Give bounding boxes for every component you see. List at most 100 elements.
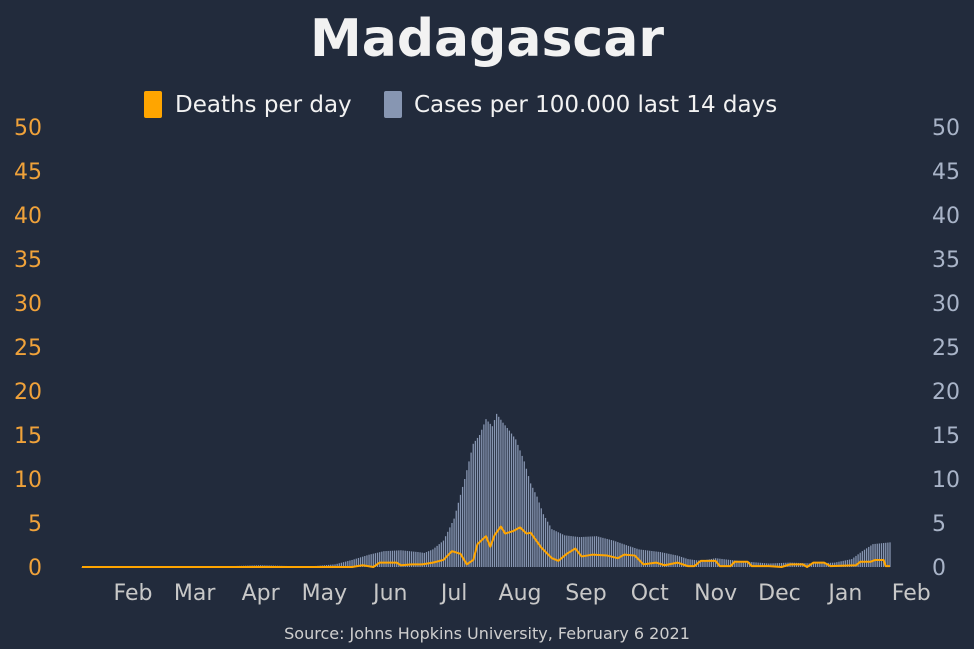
cases-bar: [417, 552, 419, 567]
cases-bar: [657, 551, 659, 567]
cases-bar: [887, 542, 889, 567]
cases-bar: [432, 549, 434, 567]
cases-bar: [559, 533, 562, 567]
cases-bar: [589, 536, 591, 567]
left-y-tick-label: 50: [14, 116, 42, 141]
x-tick-label: Feb: [114, 581, 153, 606]
left-y-tick-label: 20: [14, 380, 42, 405]
cases-bar: [478, 435, 481, 567]
cases-bar: [676, 555, 678, 567]
cases-bar: [666, 553, 668, 567]
cases-bar: [402, 550, 404, 567]
left-y-tick-label: 45: [14, 160, 42, 185]
cases-bar: [870, 545, 872, 567]
cases-bar: [351, 559, 353, 567]
cases-bar: [440, 542, 442, 567]
cases-bar: [542, 514, 545, 567]
x-tick-label: Dec: [758, 581, 801, 606]
cases-bar: [447, 531, 449, 567]
cases-bar: [651, 550, 653, 567]
cases-bar: [353, 559, 355, 567]
cases-bar: [851, 559, 853, 567]
cases-bar: [334, 564, 336, 567]
cases-bar: [406, 550, 408, 567]
cases-bar: [882, 543, 885, 567]
cases-bar: [425, 552, 428, 567]
cases-bar: [493, 420, 496, 567]
left-y-tick-label: 25: [14, 336, 42, 361]
cases-bar: [612, 540, 615, 567]
left-y-tick-label: 30: [14, 292, 42, 317]
cases-bar: [814, 563, 817, 567]
cases-bar: [874, 543, 876, 567]
cases-bar: [829, 562, 832, 567]
cases-bars: [81, 413, 891, 568]
cases-bar: [668, 553, 670, 567]
cases-bar: [680, 556, 683, 567]
cases-bar: [640, 549, 642, 567]
cases-bar: [370, 554, 372, 567]
cases-bar: [438, 544, 440, 567]
cases-bar: [578, 537, 581, 567]
cases-bar: [836, 562, 838, 567]
cases-bar: [846, 559, 849, 567]
cases-bar: [778, 563, 781, 567]
cases-bar: [865, 548, 868, 567]
x-tick-label: Feb: [892, 581, 931, 606]
cases-bar: [485, 419, 487, 567]
cases-bar: [740, 561, 742, 567]
cases-bar: [838, 561, 840, 567]
cases-bar: [459, 494, 462, 567]
cases-bar: [525, 468, 528, 567]
cases-bar: [368, 554, 370, 567]
cases-bar: [551, 529, 553, 567]
legend-deaths-swatch: [144, 91, 162, 118]
cases-bar: [691, 559, 693, 567]
cases-bar: [812, 563, 815, 567]
cases-bar: [632, 547, 634, 567]
cases-bar: [604, 538, 606, 567]
right-y-tick-label: 20: [932, 380, 960, 405]
cases-bar: [466, 470, 468, 567]
cases-bar: [527, 476, 530, 567]
cases-bar: [723, 559, 725, 567]
cases-bar: [646, 550, 649, 567]
cases-bar: [783, 562, 785, 567]
left-y-tick-label: 0: [28, 556, 42, 581]
cases-bar: [702, 560, 704, 567]
cases-bar: [398, 550, 400, 567]
cases-bar: [853, 557, 855, 567]
right-y-tick-label: 45: [932, 160, 960, 185]
cases-bar: [349, 560, 351, 567]
cases-bar: [453, 518, 455, 567]
cases-bar: [355, 558, 357, 567]
cases-bar: [721, 558, 723, 567]
cases-bar: [759, 562, 761, 567]
cases-bar: [821, 563, 823, 567]
cases-bar: [404, 550, 406, 567]
cases-bar: [659, 552, 661, 567]
cases-bar: [868, 546, 870, 567]
cases-bar: [376, 552, 379, 567]
cases-bar: [410, 551, 413, 567]
cases-bar: [470, 452, 472, 567]
cases-bar: [449, 527, 451, 567]
x-tick-label: Sep: [565, 581, 606, 606]
right-y-tick-label: 35: [932, 248, 960, 273]
cases-bar: [757, 562, 759, 567]
cases-bar: [738, 560, 740, 567]
cases-bar: [742, 561, 744, 567]
cases-bar: [710, 558, 713, 567]
cases-bar: [338, 563, 340, 567]
cases-bar: [534, 492, 536, 567]
cases-bar: [555, 531, 557, 567]
legend-deaths-label: Deaths per day: [175, 92, 352, 118]
cases-bar: [515, 439, 517, 567]
cases-bar: [685, 558, 687, 567]
cases-bar: [751, 562, 753, 567]
right-y-tick-label: 5: [932, 512, 946, 537]
left-y-tick-label: 15: [14, 424, 42, 449]
cases-bar: [831, 562, 834, 567]
cases-bar: [585, 536, 587, 567]
